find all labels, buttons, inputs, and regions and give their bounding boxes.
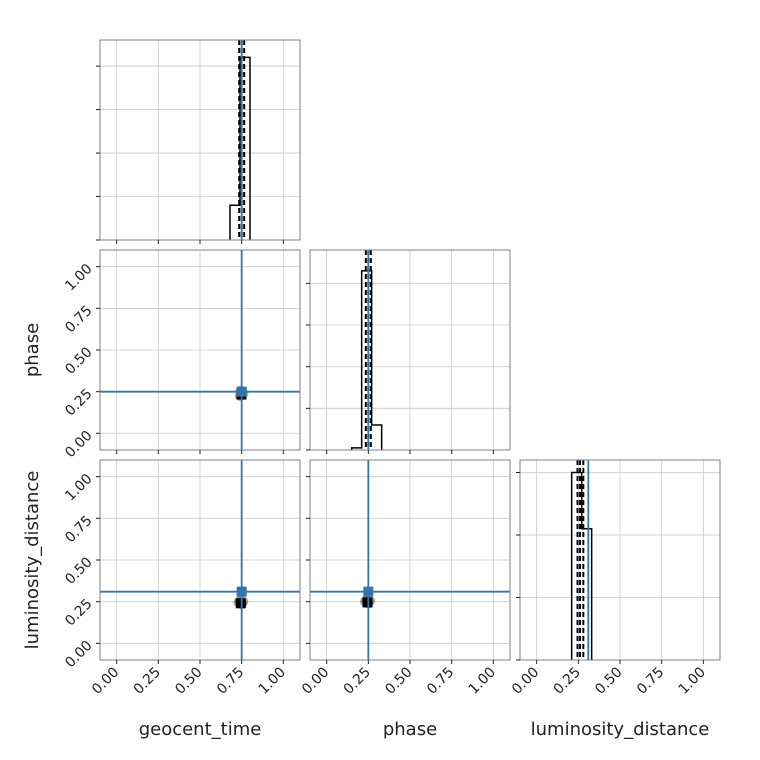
- y-tick-label: 0.25: [62, 596, 95, 629]
- histogram-panel-geocent_time: [96, 39, 301, 244]
- x-tick-label: 0.75: [424, 664, 457, 697]
- y-tick-label: 0.00: [62, 428, 95, 461]
- x-tick-label: 1.00: [256, 664, 289, 697]
- scatter-panel-phase-vs-luminosity_distance: [306, 459, 511, 664]
- x-tick-label: 1.00: [466, 664, 499, 697]
- x-tick-label: 0.00: [299, 664, 332, 697]
- x-tick-label: 0.00: [89, 664, 122, 697]
- y-axis-label-phase: phase: [22, 323, 43, 377]
- x-axis-label-luminosity_distance: luminosity_distance: [531, 719, 710, 740]
- y-tick-label: 1.00: [62, 471, 95, 504]
- x-tick-label: 0.50: [172, 664, 205, 697]
- y-axis-label-luminosity_distance: luminosity_distance: [22, 471, 43, 650]
- truth-marker: [236, 586, 247, 597]
- histogram-panel-phase: [306, 249, 511, 454]
- x-tick-label: 0.50: [592, 664, 625, 697]
- y-tick-label: 0.50: [62, 344, 95, 377]
- scatter-panel-geocent_time-vs-phase: [96, 249, 301, 454]
- histogram-panel-luminosity_distance: [516, 459, 721, 664]
- x-tick-label: 0.25: [131, 664, 164, 697]
- x-axis-label-phase: phase: [383, 719, 437, 740]
- truth-marker: [363, 586, 374, 597]
- y-tick-label: 0.25: [62, 386, 95, 419]
- x-tick-label: 0.75: [214, 664, 247, 697]
- y-tick-label: 0.75: [62, 513, 95, 546]
- scatter-panel-geocent_time-vs-luminosity_distance: [96, 459, 301, 664]
- x-tick-label: 0.25: [341, 664, 374, 697]
- x-tick-label: 0.50: [382, 664, 415, 697]
- x-tick-label: 0.75: [634, 664, 667, 697]
- y-tick-label: 1.00: [62, 261, 95, 294]
- y-tick-label: 0.50: [62, 554, 95, 587]
- histogram-steps: [570, 471, 593, 660]
- x-tick-label: 0.25: [551, 664, 584, 697]
- y-tick-label: 0.00: [62, 638, 95, 671]
- truth-marker: [236, 386, 247, 397]
- x-tick-label: 0.00: [509, 664, 542, 697]
- x-tick-label: 1.00: [676, 664, 709, 697]
- y-tick-label: 0.75: [62, 303, 95, 336]
- x-axis-label-geocent_time: geocent_time: [139, 719, 262, 740]
